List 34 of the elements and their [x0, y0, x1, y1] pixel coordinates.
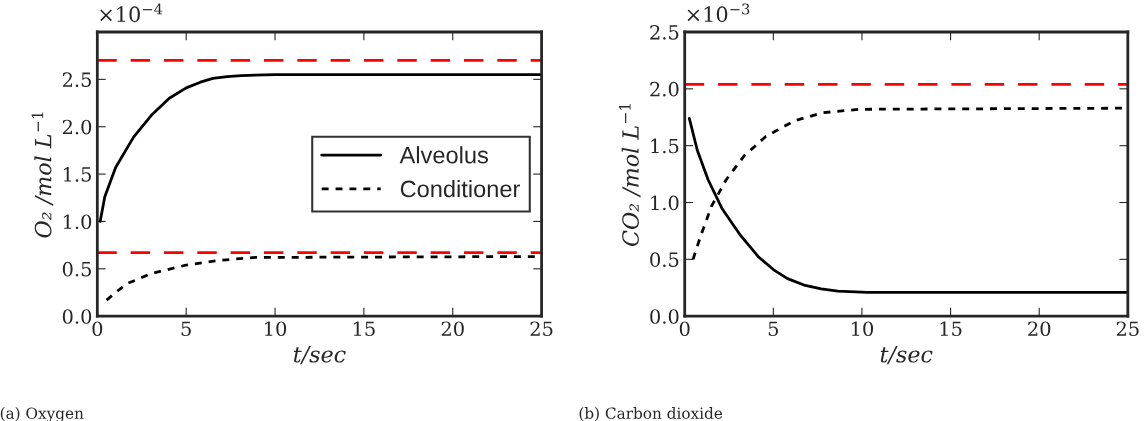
text: ×10$^{−4}$ — [100, 3, 163, 23]
x-tick-label: 15 — [940, 321, 962, 337]
y-tick-label: 1.0 — [63, 214, 92, 230]
x-axis-title: t/sec — [293, 346, 346, 365]
x-tick-label: 5 — [768, 321, 779, 337]
x-tick-label: 20 — [441, 321, 464, 337]
x-tick-label: 25 — [530, 321, 553, 337]
y-tick-label: 2.0 — [62, 119, 92, 135]
y-tick-label: 2.0 — [650, 81, 679, 97]
x-tick-label: 15 — [353, 321, 375, 337]
y-tick-label: 0.5 — [62, 261, 91, 277]
x-tick-label: 0 — [679, 321, 690, 337]
x-tick-label: 5 — [181, 321, 191, 337]
x-tick-label: 10 — [265, 321, 287, 337]
y-tick-label: 0.0 — [62, 309, 92, 324]
y-tick-label: 1.5 — [651, 138, 679, 154]
legend-label: Conditioner — [400, 179, 520, 198]
y-tick-label: 0.5 — [650, 252, 679, 267]
y-tick-label: 2.5 — [650, 24, 679, 40]
line-series — [98, 73, 542, 223]
y-axis-title: CO₂ /mol L$^{−1}$ — [618, 103, 641, 246]
x-tick-label: 20 — [1028, 321, 1051, 337]
x-tick-label: 0 — [92, 321, 103, 337]
legend-label: Alveolus — [399, 146, 488, 164]
y-tick-label: 1.0 — [651, 195, 679, 211]
text: (b) Carbon dioxide — [579, 407, 723, 421]
x-tick-label: 10 — [851, 321, 874, 337]
text: ×10$^{−3}$ — [687, 3, 750, 23]
y-tick-label: 0.0 — [650, 309, 679, 324]
y-tick-label: 1.5 — [63, 167, 91, 182]
y-tick-label: 2.5 — [62, 72, 91, 88]
y-axis-title: O₂ /mol L$^{−1}$ — [31, 112, 54, 238]
x-axis-title: t/sec — [880, 346, 933, 365]
x-tick-label: 25 — [1116, 321, 1139, 337]
